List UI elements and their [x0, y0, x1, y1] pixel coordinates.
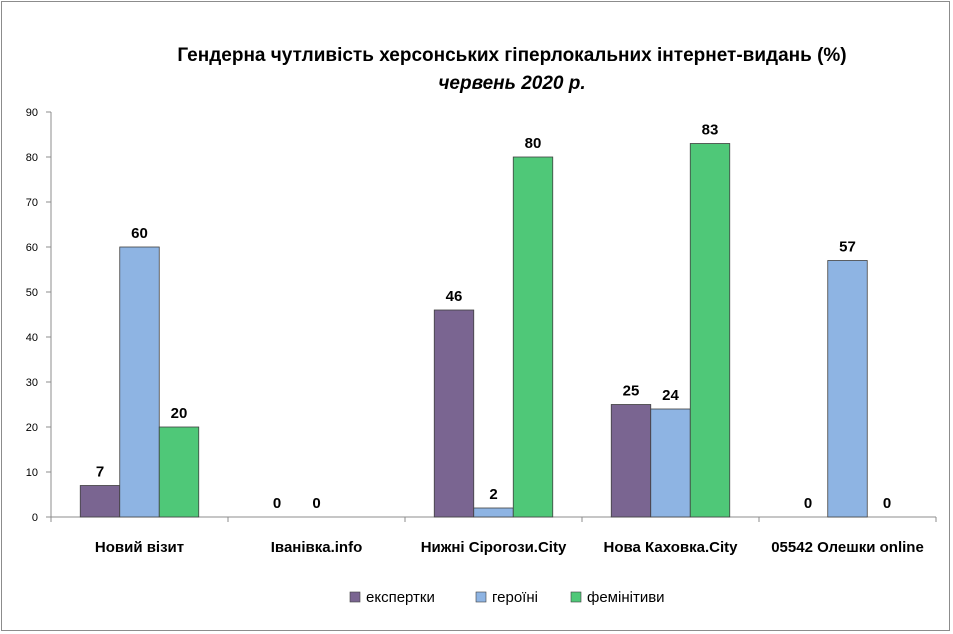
data-label: 46	[446, 288, 463, 305]
legend-label: героїні	[492, 589, 538, 606]
y-tick-label: 20	[26, 422, 38, 434]
chart-subtitle: червень 2020 р.	[438, 73, 585, 94]
x-category-label: 05542 Олешки online	[771, 539, 924, 556]
data-label: 0	[273, 495, 281, 512]
bar	[79, 485, 121, 518]
bar	[119, 246, 160, 518]
legend-swatch	[475, 591, 487, 603]
data-label: 83	[702, 122, 719, 139]
data-label: 60	[131, 225, 148, 242]
data-label: 24	[662, 387, 679, 404]
bar	[433, 309, 475, 518]
data-label: 20	[171, 405, 188, 422]
legend-swatch	[349, 591, 361, 603]
y-tick-label: 80	[26, 152, 38, 164]
bar	[827, 260, 868, 518]
data-label: 0	[883, 495, 891, 512]
x-category-label: Новий візит	[95, 539, 184, 556]
data-label: 0	[312, 495, 320, 512]
bar	[473, 507, 514, 518]
data-label: 0	[804, 495, 812, 512]
y-tick-label: 30	[26, 377, 38, 389]
bars: 7 60 20 0 0 46 2 80 25 24 83 0 57 0	[79, 122, 891, 518]
legend-label: експертки	[366, 589, 435, 606]
data-label: 80	[525, 135, 542, 152]
legend: експертки героїні фемінітиви	[349, 589, 665, 606]
bar	[610, 404, 652, 518]
legend-label: фемінітиви	[587, 589, 665, 606]
y-tick-label: 10	[26, 467, 38, 479]
y-tick-label: 50	[26, 287, 38, 299]
legend-swatch	[570, 591, 582, 603]
bar	[650, 408, 691, 518]
x-category-label: Іванівка.info	[271, 539, 363, 556]
chart-title: Гендерна чутливість херсонських гіперлок…	[177, 45, 846, 66]
x-category-label: Нижні Сірогози.City	[421, 539, 567, 556]
x-category-label: Нова Каховка.City	[604, 539, 739, 556]
bar	[158, 426, 200, 518]
y-tick-label: 40	[26, 332, 38, 344]
bar	[689, 143, 731, 518]
data-label: 7	[96, 464, 104, 481]
y-tick-label: 0	[32, 512, 38, 524]
data-label: 57	[839, 239, 856, 256]
y-tick-label: 90	[26, 107, 38, 119]
y-tick-label: 70	[26, 197, 38, 209]
data-label: 25	[623, 383, 640, 400]
y-tick-label: 60	[26, 242, 38, 254]
bar	[512, 156, 554, 518]
data-label: 2	[489, 486, 497, 503]
